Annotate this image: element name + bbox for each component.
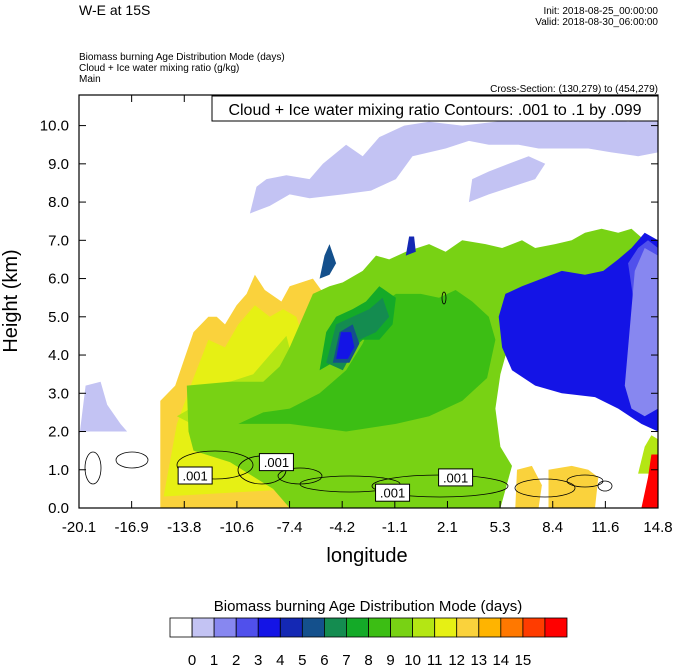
colorbar-swatch-9	[368, 617, 392, 638]
colorbar-tick-6: 6	[320, 652, 328, 667]
region-11	[405, 236, 416, 256]
contour-label-2: .001	[380, 486, 405, 501]
colorbar-tick-11: 11	[427, 652, 443, 667]
colorbar-swatch-4	[257, 617, 281, 638]
title-box: Cloud + Ice water mixing ratio Contours:…	[211, 95, 659, 122]
cross-section-label: Cross-Section: (130,279) to (454,279)	[490, 84, 658, 95]
colorbar-swatch-14	[478, 617, 502, 638]
region-16	[468, 156, 546, 203]
x-tick-label-5: -4.2	[329, 519, 355, 536]
region-10	[319, 244, 337, 279]
colorbar-tick-3: 3	[254, 652, 262, 667]
y-tick-label-2: 2.0	[48, 424, 69, 441]
colorbar-tick-13: 13	[470, 652, 487, 667]
x-tick-label-11: 14.8	[643, 519, 672, 536]
y-axis-label: Height (km)	[0, 249, 22, 352]
colorbar-swatch-16	[522, 617, 546, 638]
colorbar-swatch-15	[500, 617, 524, 638]
colorbar-swatch-2	[213, 617, 237, 638]
x-tick-label-9: 8.4	[542, 519, 563, 536]
field-label-3: Main	[79, 74, 101, 85]
x-tick-label-6: -1.1	[382, 519, 408, 536]
x-axis: -20.1 -16.9 -13.8 -10.6 -7.4 -4.2 -1.1 2.1 5.3 8.…	[62, 95, 673, 536]
colorbar-swatch-8	[345, 617, 369, 638]
init-time: Init: 2018-08-25_00:00:00	[543, 6, 658, 17]
region-0	[79, 381, 128, 440]
colorbar-swatch-5	[279, 617, 303, 638]
colorbar-tick-15: 15	[515, 652, 532, 667]
colorbar-tick-10: 10	[404, 652, 421, 667]
colorbar-label: Biomass burning Age Distribution Mode (d…	[214, 598, 522, 615]
colorbar-tick-5: 5	[298, 652, 306, 667]
colorbar-tick-2: 2	[232, 652, 240, 667]
contour-label-box-1	[258, 453, 294, 472]
colorbar-swatch-6	[301, 617, 325, 638]
region-12	[498, 232, 658, 432]
x-tick-label-10: 11.6	[591, 519, 619, 536]
shaded-regions	[79, 114, 658, 508]
colorbar-swatch-0	[169, 617, 193, 638]
x-tick-label-0: -20.1	[62, 519, 96, 536]
field-label-1: Biomass burning Age Distribution Mode (d…	[79, 52, 285, 63]
y-tick-label-3: 3.0	[48, 385, 69, 402]
colorbar-swatch-3	[235, 617, 259, 638]
colorbar-swatch-17	[544, 617, 568, 638]
region-9	[336, 332, 355, 359]
contour-label-box-0	[177, 466, 213, 485]
colorbar-swatch-13	[456, 617, 480, 638]
chart-title: Cloud + Ice water mixing ratio Contours:…	[228, 102, 641, 119]
y-tick-label-8: 8.0	[48, 194, 69, 211]
x-axis-label: longitude	[326, 545, 407, 567]
colorbar-tick-1: 1	[210, 652, 218, 667]
contour-label-1: .001	[264, 455, 289, 470]
y-tick-label-7: 7.0	[48, 232, 69, 249]
valid-time: Valid: 2018-08-30_06:00:00	[535, 17, 658, 28]
region-14	[624, 248, 658, 417]
region-18	[641, 454, 658, 508]
x-tick-label-2: -13.8	[167, 519, 201, 536]
colorbar-tick-0: 0	[188, 652, 196, 667]
colorbar-swatch-12	[434, 617, 458, 638]
contour-labels: .001 .001 .001 .001	[177, 453, 474, 502]
colorbar-tick-7: 7	[342, 652, 350, 667]
colorbar-tick-14: 14	[492, 652, 509, 667]
y-tick-label-5: 5.0	[48, 309, 69, 326]
region-5	[238, 290, 496, 432]
colorbar-tick-8: 8	[364, 652, 372, 667]
y-tick-label-9: 9.0	[48, 156, 69, 173]
colorbar-tick-12: 12	[448, 652, 465, 667]
y-axis: 0.0 1.0 2.0 3.0 4.0 5.0 6.0 7.0 8.0 9.0 10.0	[40, 118, 658, 517]
x-tick-label-4: -7.4	[277, 519, 303, 536]
colorbar: 0 1 2 3 4 5 6 7 8 9 10 11 12 13 14 15	[169, 617, 568, 667]
region-19	[548, 465, 599, 508]
region-15	[249, 114, 658, 214]
colorbar-swatch-7	[323, 617, 347, 638]
contour-label-0: .001	[182, 468, 207, 483]
colorbar-swatch-11	[412, 617, 436, 638]
contour-label-box-2	[375, 483, 411, 502]
colorbar-tick-4: 4	[276, 652, 284, 667]
contour-label-box-3	[438, 468, 474, 487]
colorbar-tick-9: 9	[386, 652, 394, 667]
y-tick-label-0: 0.0	[48, 500, 69, 517]
colorbar-swatch-10	[390, 617, 414, 638]
contour-label-3: .001	[443, 470, 468, 485]
y-tick-label-6: 6.0	[48, 271, 69, 288]
region-20	[515, 465, 542, 508]
y-tick-label-1: 1.0	[48, 462, 69, 479]
x-tick-label-7: 2.1	[437, 519, 458, 536]
plot-frame	[78, 94, 659, 509]
colorbar-swatch-1	[191, 617, 215, 638]
x-tick-label-1: -16.9	[115, 519, 149, 536]
field-label-2: Cloud + Ice water mixing ratio (g/kg)	[79, 63, 240, 74]
y-tick-label-4: 4.0	[48, 347, 69, 364]
x-tick-label-8: 5.3	[490, 519, 511, 536]
y-tick-label-10: 10.0	[40, 118, 69, 135]
x-tick-label-3: -10.6	[220, 519, 254, 536]
left-title: W-E at 15S	[79, 2, 151, 18]
